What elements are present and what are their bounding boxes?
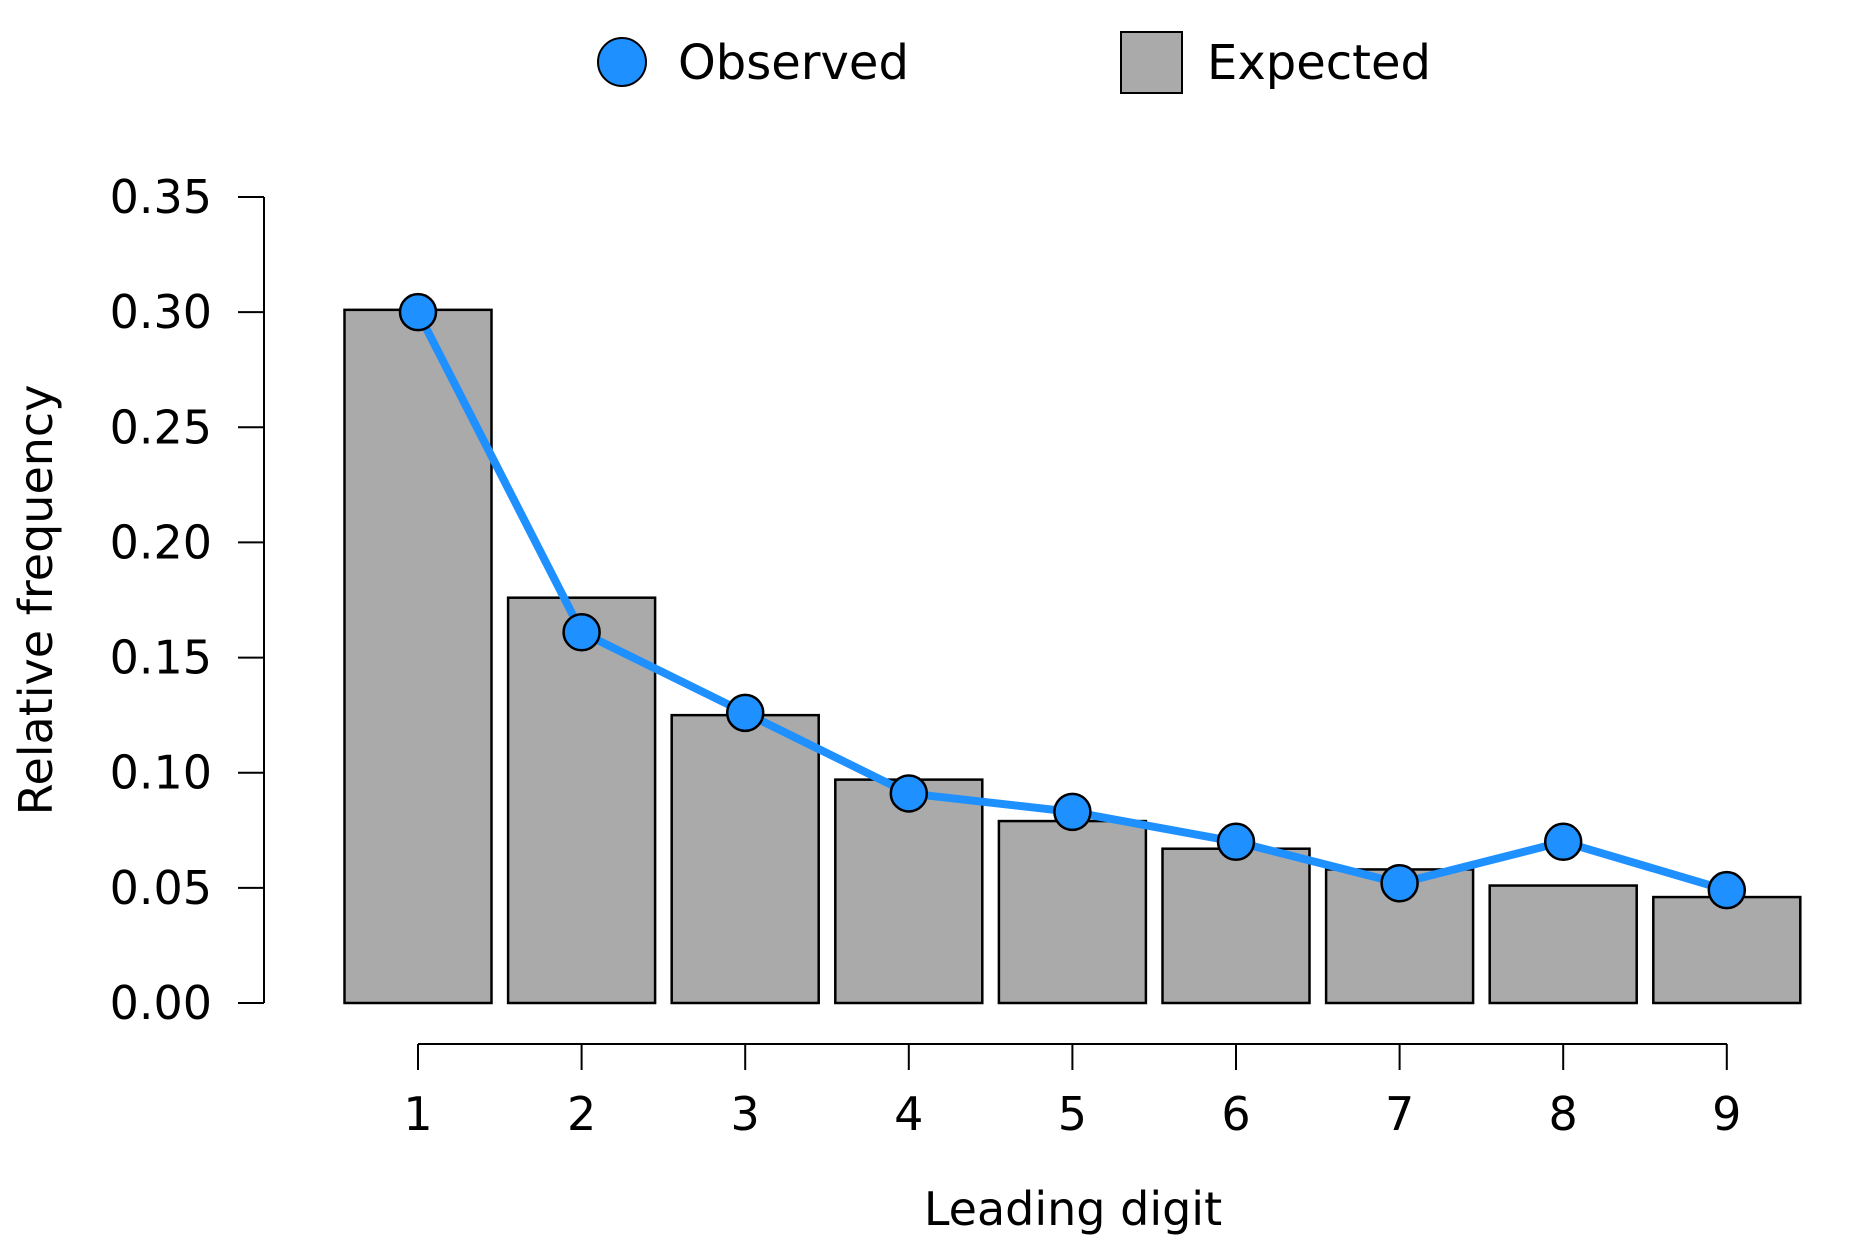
expected-bar-1 <box>343 308 493 1005</box>
observed-point-1 <box>398 292 438 332</box>
x-tick-label: 7 <box>1385 1087 1414 1141</box>
legend-observed-marker <box>597 37 647 87</box>
observed-point-5 <box>1053 792 1092 832</box>
y-tick-label: 0.35 <box>110 170 212 224</box>
y-tick-label: 0.20 <box>110 515 212 569</box>
x-axis: 1 2 3 4 5 6 7 8 9 <box>403 1043 1741 1141</box>
y-axis-title: Relative frequency <box>9 385 63 816</box>
y-axis: 0.00 0.05 0.10 0.15 0.20 0.25 0.30 0.35 <box>110 170 265 1030</box>
expected-bar-8 <box>1488 884 1638 1005</box>
observed-point-4 <box>889 774 929 813</box>
legend-expected-swatch <box>1120 31 1183 94</box>
expected-bar-5 <box>997 819 1148 1005</box>
y-tick-label: 0.00 <box>110 976 212 1030</box>
observed-point-8 <box>1543 822 1583 862</box>
x-tick-label: 5 <box>1058 1087 1087 1141</box>
x-tick-label: 8 <box>1549 1087 1578 1141</box>
y-tick-label: 0.25 <box>110 400 212 454</box>
y-tick-label: 0.15 <box>110 631 212 685</box>
x-tick-label: 3 <box>731 1087 760 1141</box>
observed-series <box>398 292 1747 910</box>
expected-bar-9 <box>1652 895 1802 1005</box>
observed-point-7 <box>1380 864 1419 903</box>
y-tick-label: 0.30 <box>110 285 212 339</box>
legend: Observed Expected <box>597 31 1431 94</box>
x-tick-label: 4 <box>894 1087 923 1141</box>
x-tick-label: 1 <box>403 1087 432 1141</box>
observed-point-3 <box>725 693 765 733</box>
legend-observed-label: Observed <box>678 35 909 91</box>
expected-bar-6 <box>1161 847 1311 1005</box>
y-tick-label: 0.10 <box>110 746 212 800</box>
expected-bar-4 <box>834 778 984 1005</box>
expected-bar-2 <box>506 596 657 1005</box>
x-axis-title: Leading digit <box>924 1182 1222 1236</box>
observed-point-9 <box>1707 870 1747 910</box>
y-tick-label: 0.05 <box>110 861 212 915</box>
x-tick-label: 9 <box>1712 1087 1741 1141</box>
expected-bars <box>343 308 1802 1005</box>
x-tick-label: 6 <box>1221 1087 1250 1141</box>
observed-point-2 <box>562 612 601 652</box>
legend-expected-label: Expected <box>1207 35 1431 91</box>
observed-point-6 <box>1216 822 1256 862</box>
expected-bar-3 <box>670 713 820 1005</box>
x-tick-label: 2 <box>567 1087 596 1141</box>
